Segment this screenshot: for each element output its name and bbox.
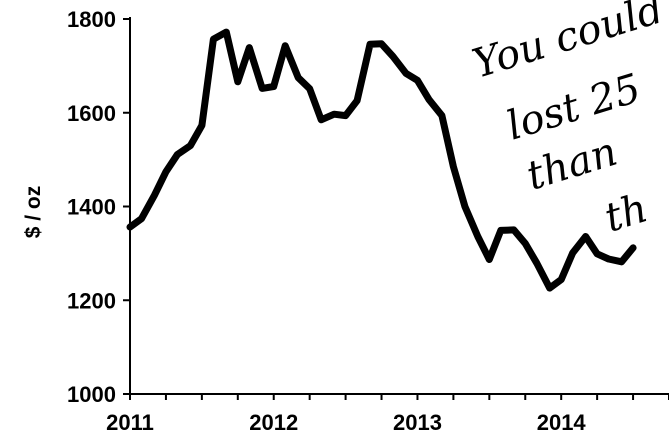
x-tick-label: 2011 [106, 410, 154, 435]
x-tick-label: 2012 [249, 410, 298, 435]
y-tick-label: 1000 [67, 382, 116, 407]
y-axis-label: $ / oz [22, 186, 45, 239]
x-tick-label: 2013 [393, 410, 442, 435]
y-tick-label: 1400 [67, 195, 116, 220]
y-tick-labels: 1000 1200 1400 1600 1800 [67, 7, 116, 407]
y-tick-label: 1600 [67, 101, 116, 126]
x-tick-labels: 2011 2012 2013 2014 [106, 410, 586, 435]
annotation-line: th [599, 185, 652, 241]
x-tick-label: 2014 [537, 410, 587, 435]
axes [123, 17, 669, 400]
series-layer [126, 28, 637, 292]
annotation-line: lost 25 [501, 65, 646, 149]
annotation-line: You could [467, 0, 668, 88]
y-tick-label: 1800 [67, 7, 116, 32]
y-tick-label: 1200 [67, 288, 116, 313]
